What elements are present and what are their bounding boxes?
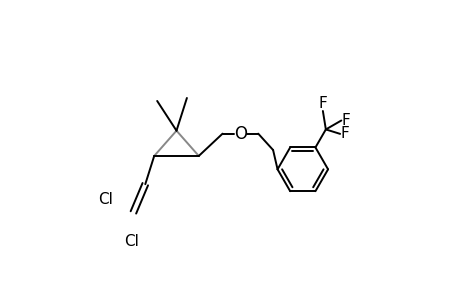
Text: Cl: Cl [97,191,112,206]
Text: Cl: Cl [123,234,139,249]
Text: F: F [339,126,348,141]
Text: F: F [318,96,326,111]
Text: F: F [341,113,349,128]
Text: O: O [233,125,246,143]
